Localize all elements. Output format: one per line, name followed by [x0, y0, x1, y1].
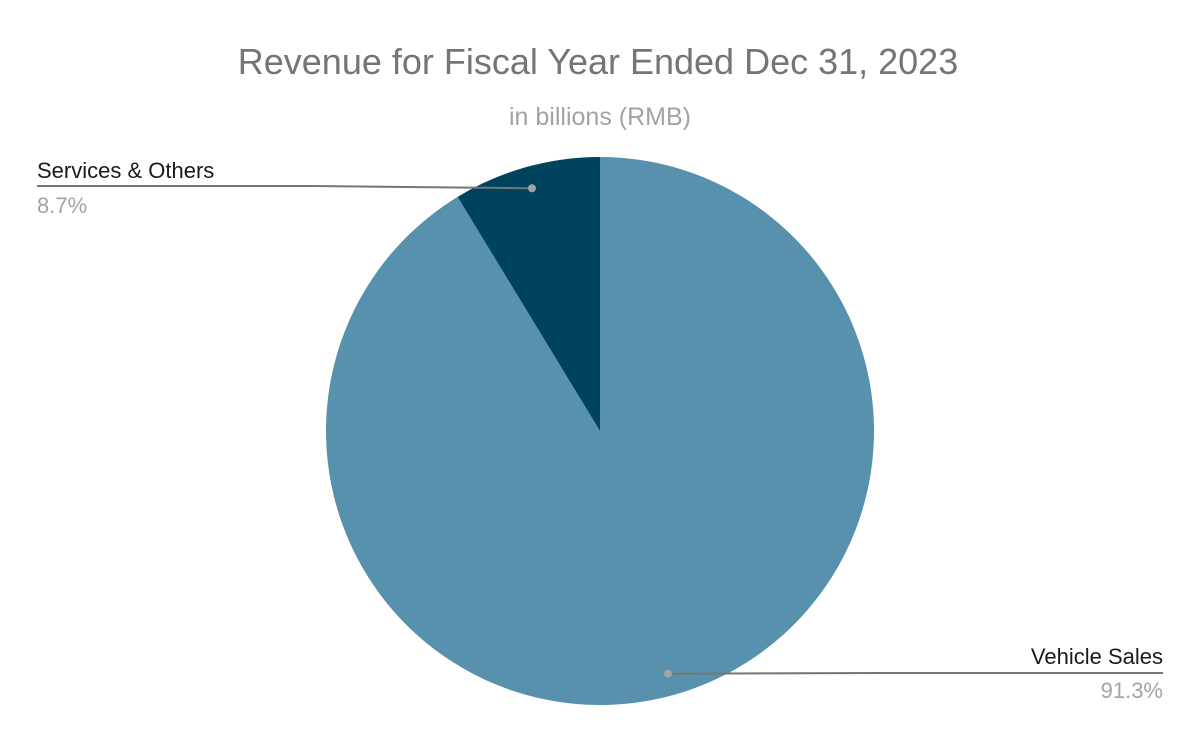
slice-labels: Vehicle Sales 91.3% Services & Others 8.7%	[37, 158, 1163, 703]
chart-title: Revenue for Fiscal Year Ended Dec 31, 20…	[238, 41, 958, 82]
chart-subtitle: in billions (RMB)	[509, 103, 691, 131]
leader-line-services-others	[37, 185, 532, 190]
leader-line-vehicle-sales	[668, 672, 1163, 675]
leader-dot-vehicle-sales	[664, 669, 673, 678]
leader-dot-services-others	[527, 184, 536, 193]
pie-slice-services-others	[457, 157, 600, 431]
pie-slices	[325, 157, 874, 705]
slice-label-services-others: Services & Others	[37, 158, 214, 183]
slice-label-vehicle-sales: Vehicle Sales	[1031, 644, 1163, 669]
slice-value-services-others: 8.7%	[37, 193, 87, 218]
slice-value-vehicle-sales: 91.3%	[1101, 678, 1163, 703]
